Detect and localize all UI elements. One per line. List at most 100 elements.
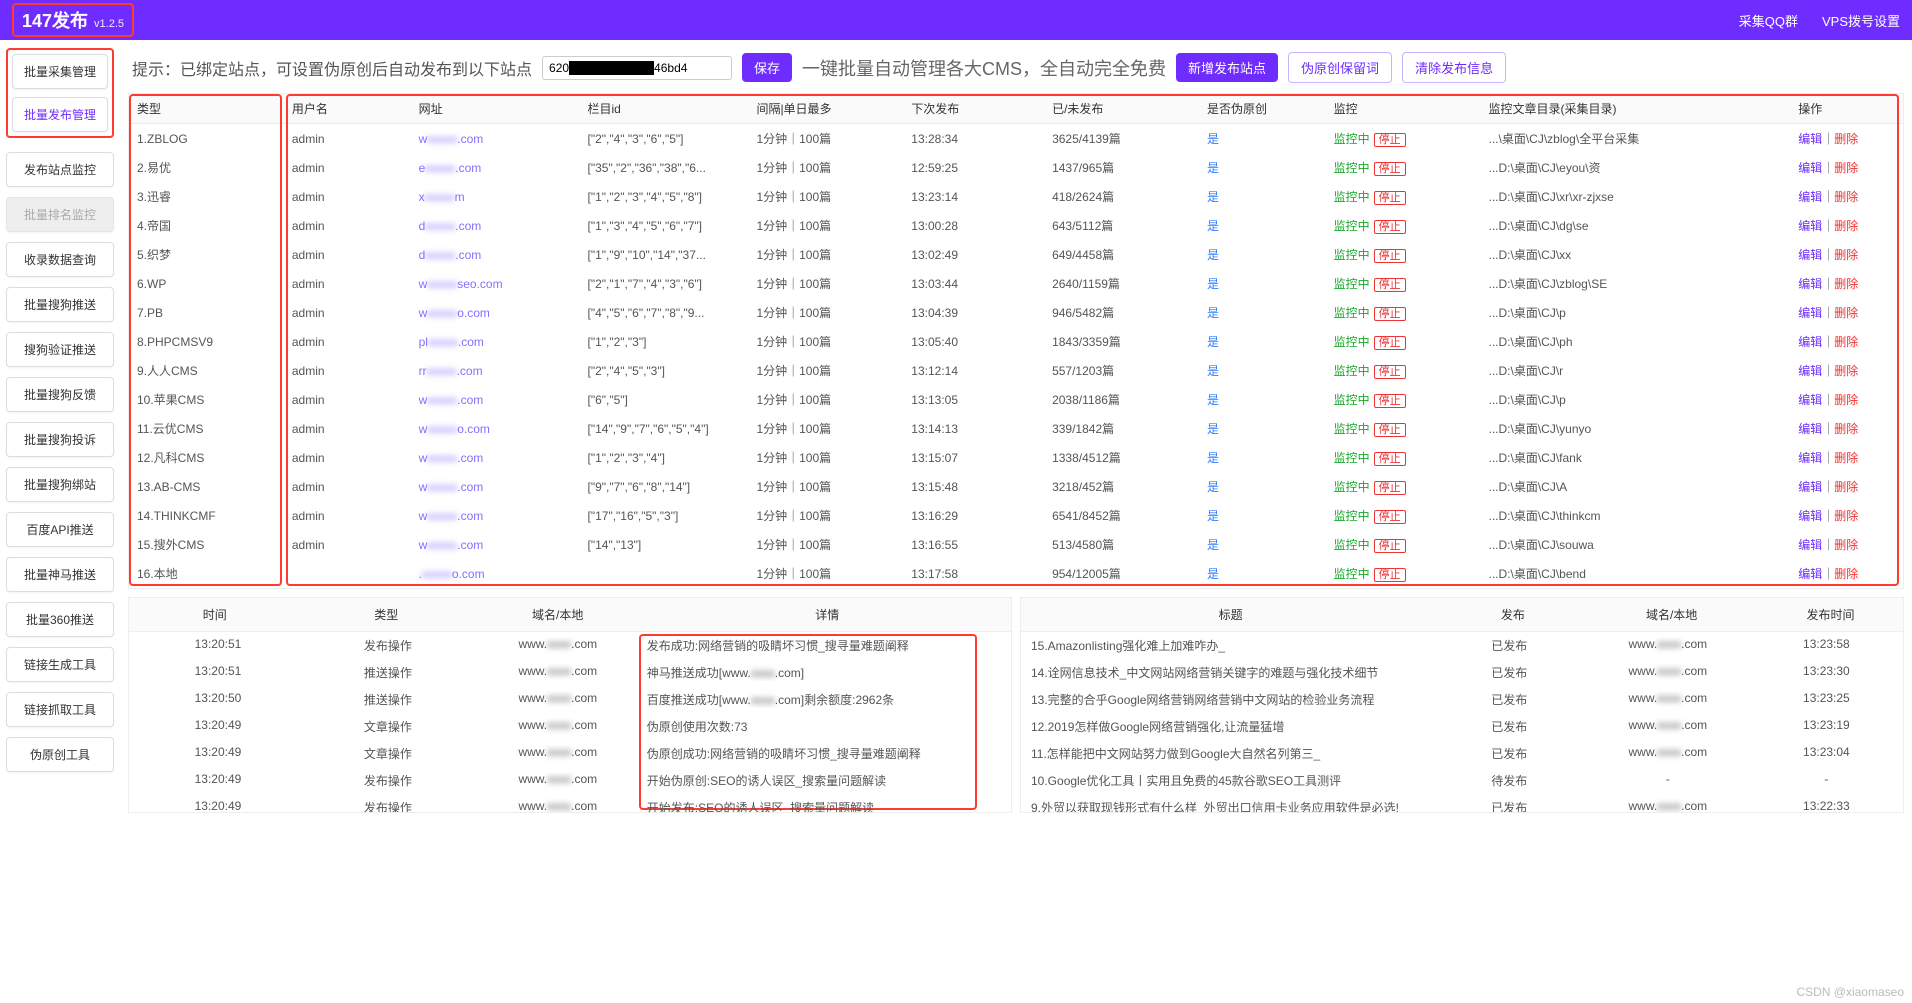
delete-link[interactable]: 删除 — [1834, 422, 1858, 436]
delete-link[interactable]: 删除 — [1834, 219, 1858, 233]
main-panel: 提示：已绑定站点，可设置伪原创后自动发布到以下站点 保存 一键批量自动管理各大C… — [120, 40, 1912, 819]
log-col: 详情 — [643, 598, 1011, 631]
edit-link[interactable]: 编辑 — [1798, 132, 1822, 146]
tip-text: 提示：已绑定站点，可设置伪原创后自动发布到以下站点 — [132, 56, 532, 80]
delete-link[interactable]: 删除 — [1834, 132, 1858, 146]
stop-button[interactable]: 停止 — [1374, 307, 1406, 321]
edit-link[interactable]: 编辑 — [1798, 509, 1822, 523]
pub-row: 13.完整的合乎Google网络营销网络营销中文网站的检验业务流程已发布www.… — [1021, 686, 1903, 713]
edit-link[interactable]: 编辑 — [1798, 248, 1822, 262]
log-row: 13:20:49文章操作www.xxxx.com伪原创成功:网络营销的吸睛坏习惯… — [129, 740, 1011, 767]
sidebar-item[interactable]: 批量搜狗投诉 — [6, 422, 114, 457]
edit-link[interactable]: 编辑 — [1798, 306, 1822, 320]
edit-link[interactable]: 编辑 — [1798, 190, 1822, 204]
log-col: 域名/本地 — [472, 598, 643, 631]
top-link-vps[interactable]: VPS拨号设置 — [1822, 11, 1900, 30]
delete-link[interactable]: 删除 — [1834, 161, 1858, 175]
edit-link[interactable]: 编辑 — [1798, 335, 1822, 349]
stop-button[interactable]: 停止 — [1374, 162, 1406, 176]
stop-button[interactable]: 停止 — [1374, 394, 1406, 408]
site-row: 7.PBadminwxxxxxo.com["4","5","6","7","8"… — [129, 298, 1903, 327]
delete-link[interactable]: 删除 — [1834, 248, 1858, 262]
delete-link[interactable]: 删除 — [1834, 451, 1858, 465]
log-row: 13:20:50推送操作www.xxxx.com百度推送成功[www.xxxx.… — [129, 686, 1011, 713]
sidebar-item[interactable]: 批量搜狗推送 — [6, 287, 114, 322]
keep-words-button[interactable]: 伪原创保留词 — [1288, 52, 1392, 83]
log-row: 13:20:49发布操作www.xxxx.com开始伪原创:SEO的诱人误区_搜… — [129, 767, 1011, 794]
sidebar-item[interactable]: 链接生成工具 — [6, 647, 114, 682]
sidebar-item[interactable]: 收录数据查询 — [6, 242, 114, 277]
stop-button[interactable]: 停止 — [1374, 336, 1406, 350]
edit-link[interactable]: 编辑 — [1798, 161, 1822, 175]
sites-table-wrap: 类型用户名网址栏目id间隔|单日最多下次发布已/未发布是否伪原创监控监控文章目录… — [128, 93, 1904, 589]
delete-link[interactable]: 删除 — [1834, 567, 1858, 581]
pub-col: 发布时间 — [1758, 598, 1903, 631]
pub-row: 9.外贸以获取现钱形式有什么样_外贸出口信用卡业务应用软件是必选!已发布www.… — [1021, 794, 1903, 812]
sidebar-item[interactable]: 批量搜狗反馈 — [6, 377, 114, 412]
site-row: 13.AB-CMSadminwxxxxx.com["9","7","6","8"… — [129, 472, 1903, 501]
edit-link[interactable]: 编辑 — [1798, 364, 1822, 378]
stop-button[interactable]: 停止 — [1374, 452, 1406, 466]
delete-link[interactable]: 删除 — [1834, 306, 1858, 320]
brand-title: 147发布 — [22, 7, 88, 33]
edit-link[interactable]: 编辑 — [1798, 451, 1822, 465]
clear-info-button[interactable]: 清除发布信息 — [1402, 52, 1506, 83]
token-input[interactable] — [542, 56, 732, 80]
stop-button[interactable]: 停止 — [1374, 365, 1406, 379]
sidebar-item[interactable]: 批量搜狗绑站 — [6, 467, 114, 502]
delete-link[interactable]: 删除 — [1834, 364, 1858, 378]
sidebar-item[interactable]: 搜狗验证推送 — [6, 332, 114, 367]
sidebar-item[interactable]: 伪原创工具 — [6, 737, 114, 772]
delete-link[interactable]: 删除 — [1834, 509, 1858, 523]
delete-link[interactable]: 删除 — [1834, 277, 1858, 291]
pub-row: 15.Amazonlisting强化难上加难咋办_已发布www.xxxx.com… — [1021, 632, 1903, 659]
sidebar: 批量采集管理 批量发布管理 发布站点监控 批量排名监控 收录数据查询 批量搜狗推… — [0, 40, 120, 819]
delete-link[interactable]: 删除 — [1834, 190, 1858, 204]
edit-link[interactable]: 编辑 — [1798, 480, 1822, 494]
delete-link[interactable]: 删除 — [1834, 538, 1858, 552]
add-site-button[interactable]: 新增发布站点 — [1176, 53, 1278, 82]
save-button[interactable]: 保存 — [742, 53, 792, 82]
stop-button[interactable]: 停止 — [1374, 423, 1406, 437]
site-row: 11.云优CMSadminwxxxxxo.com["14","9","7","6… — [129, 414, 1903, 443]
col-header: 操作 — [1790, 94, 1903, 124]
slogan-text: 一键批量自动管理各大CMS，全自动完全免费 — [802, 55, 1166, 81]
sidebar-publish-mgmt[interactable]: 批量发布管理 — [12, 97, 108, 132]
stop-button[interactable]: 停止 — [1374, 133, 1406, 147]
edit-link[interactable]: 编辑 — [1798, 393, 1822, 407]
edit-link[interactable]: 编辑 — [1798, 422, 1822, 436]
log-row: 13:20:49发布操作www.xxxx.com开始发布:SEO的诱人误区_搜索… — [129, 794, 1011, 812]
delete-link[interactable]: 删除 — [1834, 393, 1858, 407]
edit-link[interactable]: 编辑 — [1798, 538, 1822, 552]
sidebar-item[interactable]: 批量神马推送 — [6, 557, 114, 592]
site-row: 9.人人CMSadminrrxxxxx.com["2","4","5","3"]… — [129, 356, 1903, 385]
log-row: 13:20:51推送操作www.xxxx.com神马推送成功[www.xxxx.… — [129, 659, 1011, 686]
stop-button[interactable]: 停止 — [1374, 510, 1406, 524]
stop-button[interactable]: 停止 — [1374, 278, 1406, 292]
delete-link[interactable]: 删除 — [1834, 480, 1858, 494]
stop-button[interactable]: 停止 — [1374, 568, 1406, 582]
col-header: 间隔|单日最多 — [748, 94, 903, 124]
site-row: 12.凡科CMSadminwxxxxx.com["1","2","3","4"]… — [129, 443, 1903, 472]
stop-button[interactable]: 停止 — [1374, 220, 1406, 234]
stop-button[interactable]: 停止 — [1374, 481, 1406, 495]
stop-button[interactable]: 停止 — [1374, 249, 1406, 263]
col-header: 类型 — [129, 94, 284, 124]
sidebar-item[interactable]: 批量360推送 — [6, 602, 114, 637]
edit-link[interactable]: 编辑 — [1798, 567, 1822, 581]
delete-link[interactable]: 删除 — [1834, 335, 1858, 349]
col-header: 监控文章目录(采集目录) — [1481, 94, 1791, 124]
sidebar-item[interactable]: 链接抓取工具 — [6, 692, 114, 727]
pub-row: 12.2019怎样做Google网络营销强化,让流量猛增已发布www.xxxx.… — [1021, 713, 1903, 740]
top-link-qq[interactable]: 采集QQ群 — [1739, 11, 1798, 30]
sidebar-item[interactable]: 发布站点监控 — [6, 152, 114, 187]
stop-button[interactable]: 停止 — [1374, 191, 1406, 205]
edit-link[interactable]: 编辑 — [1798, 219, 1822, 233]
sidebar-collect-mgmt[interactable]: 批量采集管理 — [12, 54, 108, 89]
sidebar-item[interactable]: 百度API推送 — [6, 512, 114, 547]
brand-box: 147发布 v1.2.5 — [12, 3, 134, 37]
stop-button[interactable]: 停止 — [1374, 539, 1406, 553]
publish-pane: 标题发布域名/本地发布时间 15.Amazonlisting强化难上加难咋办_已… — [1020, 597, 1904, 813]
sidebar-item[interactable]: 批量排名监控 — [6, 197, 114, 232]
edit-link[interactable]: 编辑 — [1798, 277, 1822, 291]
